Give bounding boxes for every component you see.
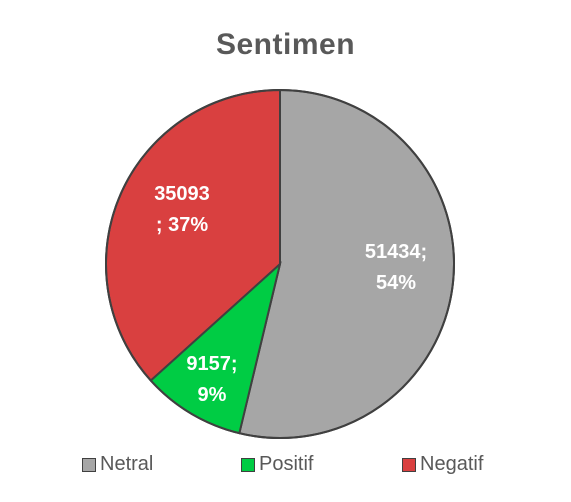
legend-item-negatif: Negatif	[402, 453, 483, 476]
chart-title: Sentimen	[215, 28, 356, 61]
legend-swatch-negatif	[402, 457, 416, 472]
legend-swatch-netral	[82, 457, 96, 472]
legend-label-netral: Netral	[100, 453, 154, 475]
data-label-line: 51434;	[365, 241, 427, 263]
data-label-netral: 51434; 54%	[365, 241, 427, 294]
data-label-line: 9%	[198, 384, 227, 406]
legend-label-negatif: Negatif	[420, 453, 484, 475]
legend-swatch-positif	[241, 457, 255, 472]
data-label-line: 35093	[154, 183, 210, 205]
chart-legend: Netral Positif Negatif	[0, 453, 571, 483]
legend-item-netral: Netral	[82, 453, 153, 476]
legend-label-positif: Positif	[259, 453, 314, 475]
data-label-positif: 9157; 9%	[186, 353, 237, 406]
data-label-line: ; 37%	[156, 214, 208, 236]
legend-item-positif: Positif	[241, 453, 313, 476]
data-label-negatif: 35093 ; 37%	[154, 183, 210, 236]
data-label-line: 54%	[376, 272, 416, 294]
data-label-line: 9157;	[186, 353, 237, 375]
pie-outline	[105, 89, 455, 439]
